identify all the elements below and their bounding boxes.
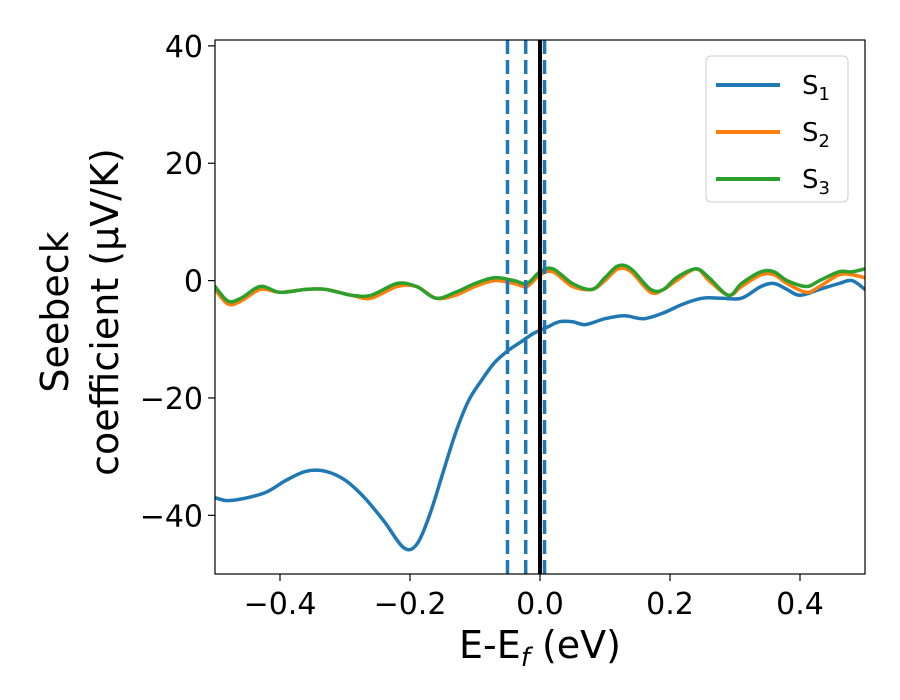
x-tick-label: −0.4: [244, 587, 317, 622]
y-tick-label: −20: [140, 382, 203, 417]
y-tick-label: 40: [165, 30, 203, 65]
y-tick-label: −40: [140, 499, 203, 534]
legend-label-s2: S2: [802, 118, 830, 152]
y-axis-title-line1: Seebeck: [33, 231, 77, 392]
legend: S1 S2 S3: [705, 55, 849, 203]
y-axis-title: Seebeck coefficient (μV/K): [33, 148, 127, 476]
x-tick-label: 0.2: [646, 587, 694, 622]
y-tick-label: 0: [184, 265, 203, 300]
legend-box: [705, 55, 849, 203]
legend-label-s1: S1: [802, 71, 830, 105]
plot-area: [215, 263, 865, 552]
y-axis-ticks: −40 −20 0 20 40: [140, 30, 215, 534]
y-axis-title-line2: coefficient (μV/K): [83, 148, 127, 476]
x-axis-ticks: −0.4 −0.2 0.0 0.2 0.4: [244, 574, 824, 622]
x-axis-title-main: E-E: [459, 623, 521, 667]
y-tick-label: 20: [165, 147, 203, 182]
x-axis-title-rest: (eV): [530, 623, 621, 667]
series-line-s3: [215, 263, 865, 304]
x-tick-label: 0.0: [516, 587, 564, 622]
reference-lines: [505, 40, 547, 574]
series-line-s1: [215, 278, 865, 552]
legend-label-s3: S3: [802, 165, 830, 199]
x-tick-label: 0.4: [776, 587, 824, 622]
x-tick-label: −0.2: [374, 587, 447, 622]
x-axis-title: E-Ef (eV): [459, 623, 621, 673]
